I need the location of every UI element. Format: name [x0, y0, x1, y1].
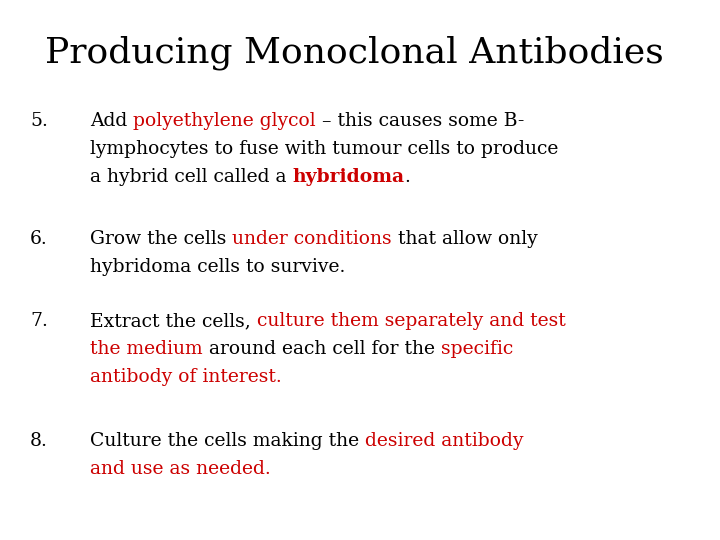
- Text: a hybrid cell called a: a hybrid cell called a: [90, 168, 292, 186]
- Text: Add: Add: [90, 112, 133, 130]
- Text: the medium: the medium: [90, 340, 202, 358]
- Text: – this causes some B-: – this causes some B-: [316, 112, 524, 130]
- Text: under conditions: under conditions: [233, 230, 392, 248]
- Text: Producing Monoclonal Antibodies: Producing Monoclonal Antibodies: [45, 35, 664, 70]
- Text: antibody of interest.: antibody of interest.: [90, 368, 282, 386]
- Text: specific: specific: [441, 340, 513, 358]
- Text: Culture the cells making the: Culture the cells making the: [90, 432, 365, 450]
- Text: Extract the cells,: Extract the cells,: [90, 312, 257, 330]
- Text: hybridoma cells to survive.: hybridoma cells to survive.: [90, 258, 346, 276]
- Text: 6.: 6.: [30, 230, 48, 248]
- Text: and use as needed.: and use as needed.: [90, 460, 271, 478]
- Text: culture them separately and test: culture them separately and test: [257, 312, 565, 330]
- Text: that allow only: that allow only: [392, 230, 538, 248]
- Text: hybridoma: hybridoma: [292, 168, 405, 186]
- Text: 7.: 7.: [30, 312, 48, 330]
- Text: around each cell for the: around each cell for the: [202, 340, 441, 358]
- Text: lymphocytes to fuse with tumour cells to produce: lymphocytes to fuse with tumour cells to…: [90, 140, 559, 158]
- Text: Grow the cells: Grow the cells: [90, 230, 233, 248]
- Text: 5.: 5.: [30, 112, 48, 130]
- Text: .: .: [405, 168, 410, 186]
- Text: desired antibody: desired antibody: [365, 432, 523, 450]
- Text: polyethylene glycol: polyethylene glycol: [133, 112, 316, 130]
- Text: 8.: 8.: [30, 432, 48, 450]
